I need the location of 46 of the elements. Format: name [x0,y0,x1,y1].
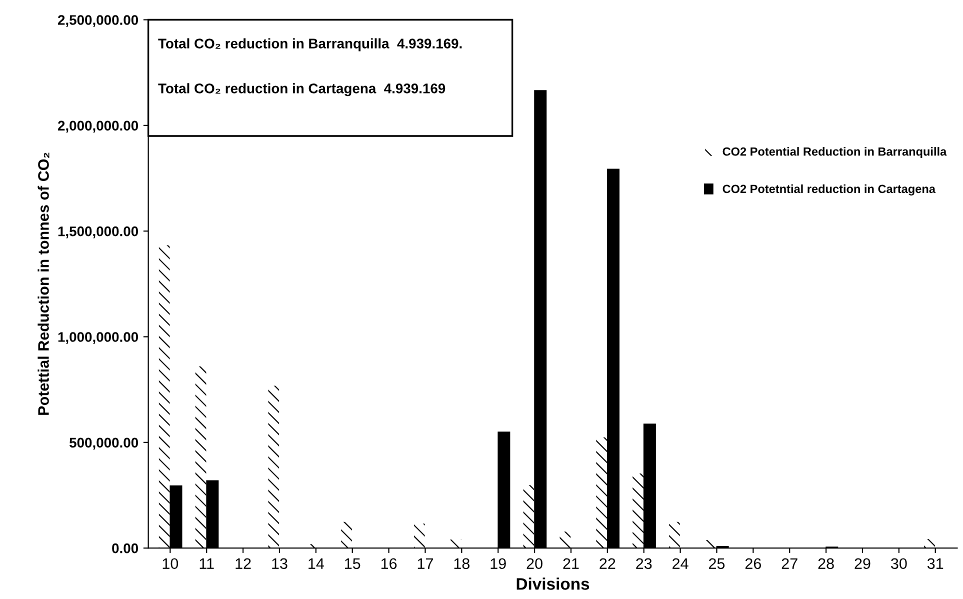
x-tick-label: 25 [709,558,725,570]
x-tick-label: 19 [490,558,506,570]
bar [668,521,681,548]
x-axis-title: Divisions [516,578,590,590]
x-tick-label: 11 [200,558,214,569]
y-axis-title: Potettial Reduction in tonnes of CO₂ [38,152,50,415]
bar [595,436,608,548]
x-tick-label: 16 [381,558,397,570]
x-tick-label: 24 [672,558,688,569]
y-tick-label: 1,500,000.00 [58,226,138,238]
y-tick-label: 2,500,000.00 [58,15,138,27]
bar [340,521,353,548]
legend-label: CO2 Potential Reduction in Barranquilla [722,147,947,158]
bar [267,384,280,548]
bar [558,530,572,548]
x-tick-label: 31 [927,558,944,570]
x-tick-label: 26 [745,558,761,570]
annotation: Total CO₂ reduction in Barranquilla 4.939.169. [158,38,462,52]
x-tick-label: 22 [600,558,616,569]
bar [522,484,535,548]
x-tick-label: 27 [782,558,798,569]
x-tick-label: 14 [308,558,324,569]
x-tick-label: 21 [563,558,579,569]
bar [158,244,171,548]
y-tick-label: 500,000.00 [70,438,138,450]
bar [194,366,208,548]
x-tick-label: 18 [454,558,470,570]
annotation: Total CO₂ reduction in Cartagena 4.939.169 [158,83,446,96]
x-tick-label: 15 [345,558,360,570]
y-tick-label: 1,000,000.00 [58,332,138,344]
bar [632,472,644,548]
x-tick-label: 23 [636,558,652,570]
x-tick-label: 10 [162,558,178,570]
y-tick-label: 2,000,000.00 [58,120,138,133]
x-tick-label: 12 [236,558,251,569]
bar [450,538,462,548]
bar [413,522,426,548]
x-tick-label: 29 [854,558,870,570]
legend-label: CO2 Potetntial reduction in Cartagena [722,184,936,196]
x-tick-label: 28 [818,558,834,570]
bar [923,538,936,548]
x-tick-label: 20 [526,558,542,570]
x-tick-label: 30 [891,558,907,570]
x-tick-label: 13 [272,558,288,570]
y-tick-label: 0.00 [112,543,138,554]
x-tick-label: 17 [418,558,433,569]
